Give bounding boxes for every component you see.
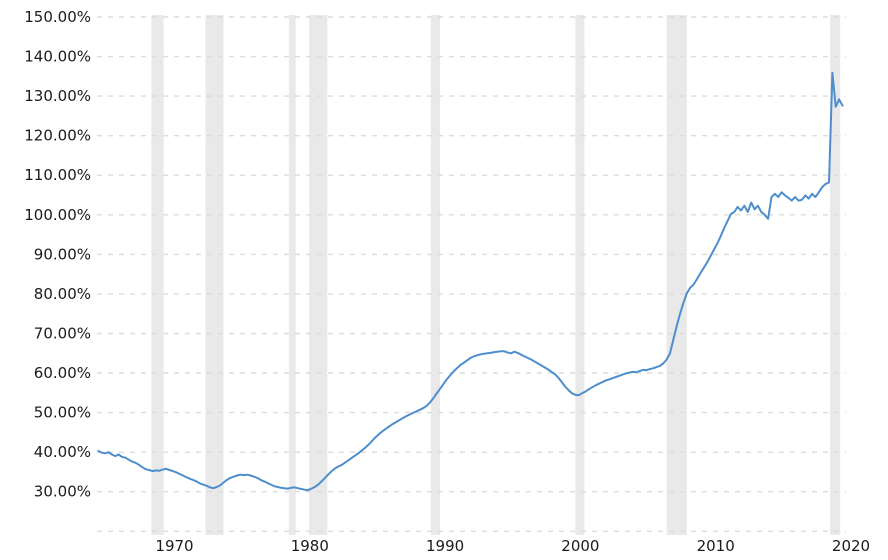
y-axis-tick-label: 60.00%: [34, 364, 91, 382]
recession-band: [430, 15, 440, 535]
y-axis-tick-label: 130.00%: [24, 87, 91, 105]
y-axis-tick-label: 90.00%: [34, 245, 91, 263]
y-axis-tick-label: 150.00%: [24, 8, 91, 26]
recession-band: [575, 15, 585, 535]
x-axis-tick-label: 2020: [832, 537, 870, 555]
y-axis-tick-label: 40.00%: [34, 443, 91, 461]
recession-band: [666, 15, 687, 535]
y-axis-tick-label: 110.00%: [24, 166, 91, 184]
x-axis-tick-label: 2010: [697, 537, 735, 555]
y-axis-tick-label: 30.00%: [34, 483, 91, 501]
y-axis-tick-label: 70.00%: [34, 325, 91, 343]
x-axis-tick-label: 1970: [155, 537, 193, 555]
plot-area[interactable]: [97, 17, 846, 531]
recession-band: [205, 15, 224, 535]
y-axis-tick-label: 100.00%: [24, 206, 91, 224]
series-line: [97, 71, 844, 492]
y-axis-tick-label: 80.00%: [34, 285, 91, 303]
recession-band: [288, 15, 296, 535]
y-axis-tick-label: 120.00%: [24, 127, 91, 145]
y-axis-tick-label: 50.00%: [34, 404, 91, 422]
y-axis-tick-label: 140.00%: [24, 48, 91, 66]
x-axis-tick-label: 2000: [561, 537, 599, 555]
recession-band: [309, 15, 328, 535]
recession-band: [151, 15, 164, 535]
x-axis-tick-label: 1990: [426, 537, 464, 555]
x-axis-tick-label: 1980: [291, 537, 329, 555]
recession-band: [830, 15, 841, 535]
